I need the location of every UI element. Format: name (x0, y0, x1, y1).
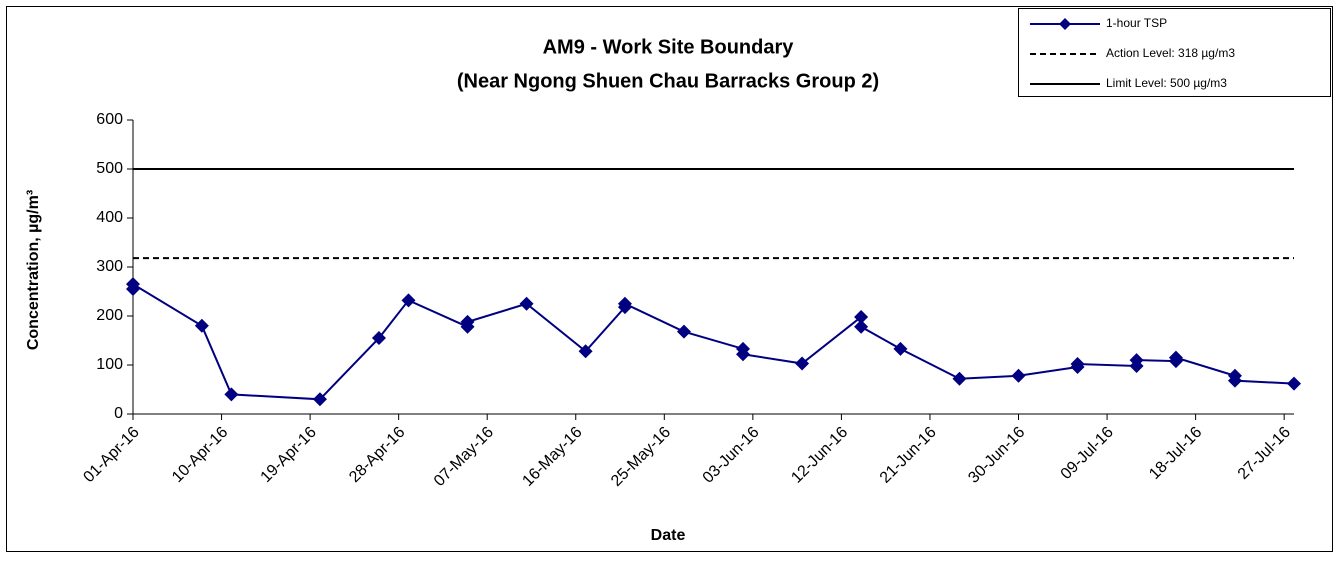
data-point (952, 371, 967, 386)
data-point (224, 387, 239, 402)
data-point (1168, 350, 1183, 365)
data-point (1011, 368, 1026, 383)
y-tick-label: 0 (114, 405, 123, 422)
data-point (126, 277, 140, 292)
chart-title: AM9 - Work Site Boundary (543, 36, 795, 58)
data-point (617, 296, 632, 311)
data-point (578, 344, 593, 359)
y-tick-label: 300 (96, 258, 123, 275)
data-point (194, 318, 209, 333)
data-point (401, 293, 416, 308)
data-point (893, 341, 908, 356)
legend-label: Limit Level: 500 µg/m3 (1106, 76, 1227, 90)
y-tick-label: 100 (96, 356, 123, 373)
data-point (1070, 357, 1085, 372)
data-point (1129, 353, 1144, 368)
y-tick-label: 600 (96, 111, 123, 128)
chart-border (6, 6, 1333, 552)
y-axis-title: Concentration, µg/m³ (25, 190, 42, 350)
data-point (312, 392, 327, 407)
data-point (676, 324, 691, 339)
data-point (519, 296, 534, 311)
data-point (1227, 373, 1242, 388)
x-axis-title: Date (651, 527, 686, 544)
legend-marker (1059, 18, 1071, 30)
data-point (1287, 376, 1301, 391)
legend-label: 1-hour TSP (1106, 16, 1167, 30)
y-tick-label: 200 (96, 307, 123, 324)
legend-label: Action Level: 318 µg/m3 (1106, 46, 1235, 60)
data-point (736, 347, 751, 362)
y-tick-label: 400 (96, 209, 123, 226)
data-point (854, 319, 869, 334)
y-tick-label: 500 (96, 160, 123, 177)
data-point (460, 314, 475, 329)
chart-title: (Near Ngong Shuen Chau Barracks Group 2) (457, 70, 879, 92)
data-point (371, 331, 386, 346)
data-point (795, 356, 810, 371)
data-point (854, 309, 869, 324)
